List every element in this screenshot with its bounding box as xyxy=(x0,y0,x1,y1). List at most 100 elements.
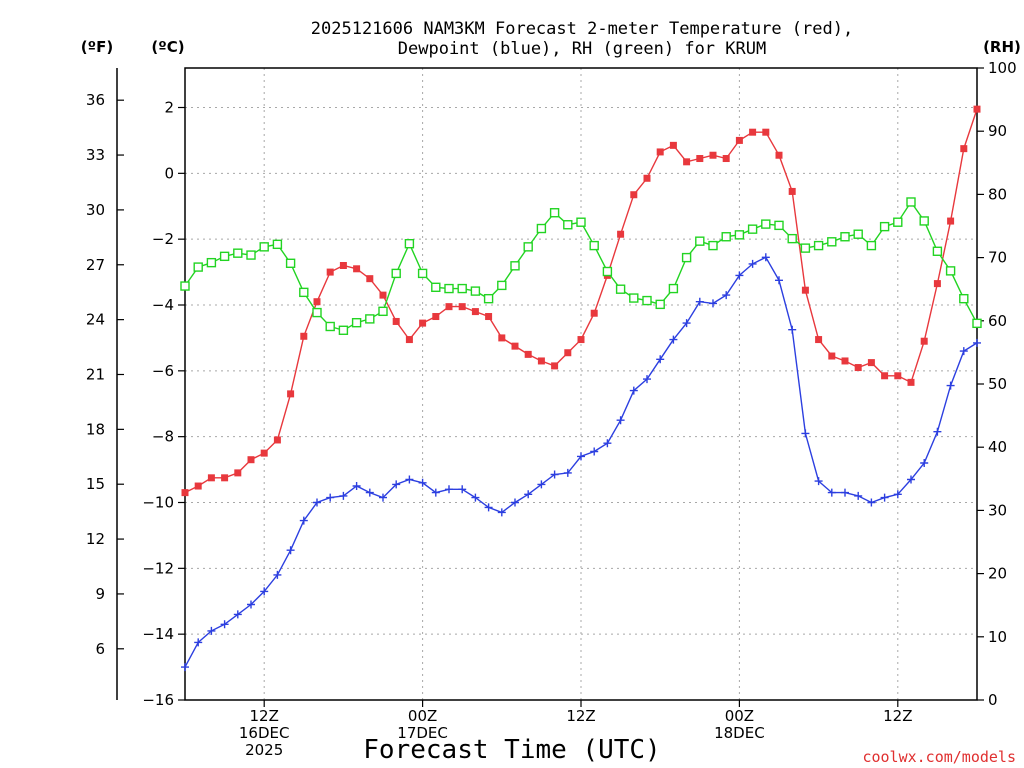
data-point-rh xyxy=(259,242,269,252)
data-point-2-meter-temperature xyxy=(867,359,875,367)
plot-frame xyxy=(184,67,978,701)
tick-label-x: 2025 xyxy=(245,741,283,759)
data-point-2-meter-temperature xyxy=(656,148,664,156)
data-point-2-meter-temperature xyxy=(709,151,717,159)
data-point-rh xyxy=(813,240,824,251)
data-point-2-meter-temperature xyxy=(894,372,902,380)
data-point-2-meter-temperature xyxy=(947,217,955,225)
data-point-2-meter-temperature xyxy=(537,357,545,365)
data-point-rh xyxy=(840,232,850,242)
data-point-2-meter-temperature xyxy=(801,286,809,294)
data-point-rh xyxy=(655,299,665,310)
data-point-2-meter-temperature xyxy=(247,456,255,464)
tick-label-fahrenheit: 18 xyxy=(86,420,105,438)
data-point-rh xyxy=(945,266,956,276)
data-point-dewpoint xyxy=(748,259,757,268)
data-point-dewpoint xyxy=(761,253,770,262)
data-point-rh xyxy=(668,283,679,294)
tick-label-rh: 30 xyxy=(988,501,1007,519)
tick-label-celsius: −12 xyxy=(142,559,174,577)
data-point-rh xyxy=(523,242,533,252)
data-point-rh xyxy=(919,216,929,226)
data-point-2-meter-temperature xyxy=(260,449,268,457)
unit-label-celsius: (ºC) xyxy=(151,38,184,56)
data-point-dewpoint xyxy=(313,498,321,507)
tick-label-x: 12Z xyxy=(566,707,595,725)
data-point-rh xyxy=(787,233,797,244)
data-point-2-meter-temperature xyxy=(577,336,585,344)
data-point-dewpoint xyxy=(590,447,599,456)
data-point-dewpoint xyxy=(814,477,823,486)
data-point-2-meter-temperature xyxy=(458,303,466,311)
data-point-2-meter-temperature xyxy=(273,436,281,444)
data-point-2-meter-temperature xyxy=(221,474,229,482)
data-point-2-meter-temperature xyxy=(722,155,730,163)
data-point-2-meter-temperature xyxy=(854,364,862,372)
chart-title-line2: Dewpoint (blue), RH (green) for KRUM xyxy=(398,39,766,59)
tick-label-fahrenheit: 6 xyxy=(95,640,105,658)
data-point-rh xyxy=(470,286,481,296)
data-point-rh xyxy=(761,219,771,229)
data-point-rh xyxy=(536,223,547,234)
data-point-2-meter-temperature xyxy=(643,174,651,182)
data-point-rh xyxy=(866,240,877,251)
tick-label-fahrenheit: 30 xyxy=(86,201,105,219)
tick-label-fahrenheit: 15 xyxy=(86,475,105,493)
data-point-dewpoint xyxy=(709,299,717,308)
data-point-dewpoint xyxy=(577,452,585,461)
data-point-2-meter-temperature xyxy=(920,337,928,345)
tick-label-celsius: 0 xyxy=(164,164,174,182)
data-point-rh xyxy=(272,239,283,250)
data-point-2-meter-temperature xyxy=(471,308,479,316)
data-point-2-meter-temperature xyxy=(828,352,836,360)
data-point-rh xyxy=(338,325,349,335)
data-point-2-meter-temperature xyxy=(933,280,941,288)
data-point-dewpoint xyxy=(946,381,955,390)
tick-label-celsius: −4 xyxy=(152,296,174,314)
data-point-dewpoint xyxy=(959,347,968,356)
data-point-dewpoint xyxy=(973,338,981,347)
data-point-2-meter-temperature xyxy=(881,372,889,380)
data-point-dewpoint xyxy=(431,488,440,497)
data-point-rh xyxy=(681,252,692,263)
data-point-2-meter-temperature xyxy=(617,230,625,238)
data-point-rh xyxy=(563,220,573,230)
data-point-2-meter-temperature xyxy=(762,128,770,136)
data-point-rh xyxy=(233,248,243,258)
data-point-rh xyxy=(853,229,863,239)
data-point-rh xyxy=(747,224,758,234)
data-point-rh xyxy=(325,321,335,332)
data-point-dewpoint xyxy=(379,493,387,502)
data-point-rh xyxy=(404,238,415,249)
data-point-2-meter-temperature xyxy=(445,303,453,311)
data-point-2-meter-temperature xyxy=(366,275,374,283)
data-point-2-meter-temperature xyxy=(788,187,796,195)
data-point-rh xyxy=(299,287,309,298)
data-point-2-meter-temperature xyxy=(669,141,677,149)
tick-label-celsius: −8 xyxy=(152,428,174,446)
tick-label-rh: 90 xyxy=(988,122,1007,140)
data-point-2-meter-temperature xyxy=(696,155,704,163)
data-point-rh xyxy=(615,284,626,294)
data-point-rh xyxy=(576,217,586,227)
data-point-dewpoint xyxy=(273,570,282,579)
data-point-dewpoint xyxy=(352,482,361,490)
data-point-dewpoint xyxy=(326,493,335,502)
data-point-dewpoint xyxy=(497,508,506,517)
series-line-dewpoint xyxy=(184,256,978,668)
data-point-dewpoint xyxy=(775,276,783,285)
data-point-rh xyxy=(721,232,731,242)
data-point-rh xyxy=(827,237,837,247)
data-point-dewpoint xyxy=(735,271,744,280)
data-point-2-meter-temperature xyxy=(683,158,691,166)
data-point-2-meter-temperature xyxy=(234,469,242,477)
data-point-rh xyxy=(351,317,362,328)
data-point-dewpoint xyxy=(801,429,810,438)
data-point-dewpoint xyxy=(286,546,295,555)
data-point-2-meter-temperature xyxy=(735,136,743,144)
axis-ticks: −16 −14 −12 −10 −8 −6 −4 −2 0 2 6 9 12 15 18 21 24 27 30 33… xyxy=(86,59,1017,759)
data-point-dewpoint xyxy=(616,416,625,425)
x-axis-title: Forecast Time (UTC) xyxy=(363,735,660,765)
unit-label-fahrenheit: (ºF) xyxy=(81,38,113,56)
